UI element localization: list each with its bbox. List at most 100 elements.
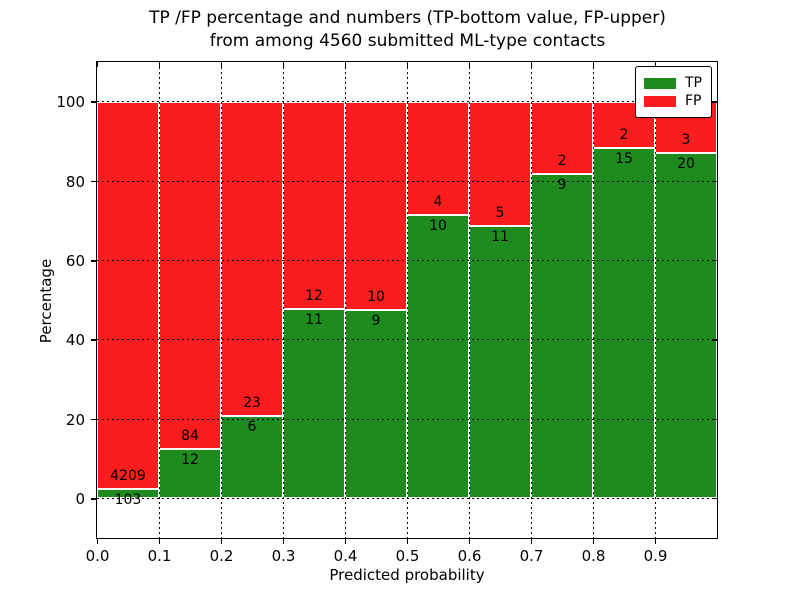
fp-count-label: 84 bbox=[181, 427, 199, 444]
fp-bar-segment bbox=[159, 101, 221, 449]
x-axis-tick bbox=[96, 538, 99, 544]
x-tick-label: 0.3 bbox=[271, 547, 296, 565]
tp-bar-segment bbox=[283, 308, 345, 499]
grid-line-horizontal bbox=[97, 101, 717, 103]
y-tick-label: 40 bbox=[65, 331, 85, 350]
chart-title-line2: from among 4560 submitted ML-type contac… bbox=[209, 31, 606, 51]
legend-swatch-tp bbox=[644, 77, 676, 89]
y-axis-tick bbox=[91, 498, 96, 500]
x-axis-tick bbox=[654, 538, 657, 544]
tp-bar-segment bbox=[593, 148, 655, 499]
grid-line-vertical bbox=[530, 62, 532, 538]
x-tick-label: 0.6 bbox=[457, 547, 482, 565]
chart-title: TP /FP percentage and numbers (TP-bottom… bbox=[96, 7, 719, 53]
x-tick-label: 0.2 bbox=[209, 547, 234, 565]
y-axis-tick bbox=[91, 101, 96, 103]
tp-count-label: 11 bbox=[491, 228, 509, 245]
grid-line-vertical bbox=[654, 62, 656, 538]
fp-bar-segment bbox=[469, 101, 531, 226]
tp-bar-segment bbox=[469, 225, 531, 499]
grid-line-horizontal bbox=[97, 339, 717, 341]
x-tick-label: 0.4 bbox=[333, 547, 358, 565]
tp-count-label: 103 bbox=[114, 491, 142, 508]
fp-bar-segment bbox=[97, 101, 159, 489]
x-axis-tick bbox=[468, 538, 471, 544]
tp-bar-segment bbox=[221, 416, 283, 499]
chart-title-line1: TP /FP percentage and numbers (TP-bottom… bbox=[149, 8, 666, 28]
grid-line-horizontal bbox=[97, 259, 717, 261]
legend-swatch-fp bbox=[644, 95, 676, 107]
x-axis-tick bbox=[282, 538, 285, 544]
tp-bar-segment bbox=[407, 215, 469, 499]
x-axis-tick-top bbox=[96, 62, 98, 67]
y-axis-tick-right bbox=[712, 259, 717, 262]
x-axis-tick-top bbox=[220, 62, 222, 67]
fp-count-label: 4209 bbox=[110, 467, 146, 484]
x-axis-tick bbox=[344, 538, 347, 544]
tp-bar-segment bbox=[531, 173, 593, 499]
x-axis-tick bbox=[158, 538, 161, 544]
x-axis-tick bbox=[592, 538, 595, 544]
grid-line-vertical bbox=[220, 62, 222, 538]
x-axis-tick bbox=[220, 538, 223, 544]
grid-line-vertical bbox=[158, 62, 160, 538]
y-axis-tick bbox=[91, 418, 96, 421]
legend-label: FP bbox=[685, 93, 702, 109]
fp-bar-segment bbox=[407, 101, 469, 215]
x-axis-tick-top bbox=[468, 62, 470, 67]
legend-label: TP bbox=[685, 75, 702, 91]
legend-item: TP bbox=[644, 75, 702, 91]
fp-bar-segment bbox=[345, 101, 407, 311]
y-axis-tick-right bbox=[712, 339, 717, 341]
y-axis-tick bbox=[91, 180, 96, 183]
x-axis-tick-top bbox=[158, 62, 160, 67]
x-tick-label: 0.7 bbox=[519, 547, 544, 565]
y-axis-tick bbox=[91, 339, 96, 341]
x-axis-label: Predicted probability bbox=[329, 566, 485, 584]
y-tick-label: 20 bbox=[65, 410, 85, 429]
fp-count-label: 5 bbox=[495, 204, 505, 221]
x-axis-tick-top bbox=[654, 62, 656, 67]
tp-count-label: 6 bbox=[247, 419, 257, 436]
x-axis-tick bbox=[530, 538, 533, 544]
y-axis-tick-right bbox=[712, 180, 717, 182]
x-tick-label: 0.1 bbox=[147, 547, 172, 565]
grid-line-vertical bbox=[344, 62, 346, 538]
x-tick-label: 0.0 bbox=[85, 547, 110, 565]
y-axis-tick-right bbox=[712, 101, 717, 103]
x-axis-tick-top bbox=[282, 62, 284, 67]
legend: TP FP bbox=[635, 66, 712, 118]
fp-bar-segment bbox=[531, 101, 593, 174]
tp-count-label: 9 bbox=[371, 313, 381, 330]
fp-count-label: 2 bbox=[619, 127, 629, 144]
tp-bar-segment bbox=[655, 153, 717, 499]
grid-line-vertical bbox=[282, 62, 284, 538]
tp-count-label: 9 bbox=[557, 176, 567, 193]
grid-line-horizontal bbox=[97, 418, 717, 420]
x-tick-label: 0.8 bbox=[581, 547, 606, 565]
y-tick-label: 100 bbox=[56, 93, 85, 112]
x-tick-label: 0.5 bbox=[395, 547, 420, 565]
tp-count-label: 15 bbox=[615, 151, 633, 168]
y-axis-tick bbox=[91, 260, 96, 262]
grid-line-vertical bbox=[406, 62, 408, 538]
x-axis-tick bbox=[406, 538, 409, 544]
y-axis-tick-right bbox=[712, 418, 717, 420]
grid-line-horizontal bbox=[97, 180, 717, 182]
grid-line-vertical bbox=[468, 62, 470, 538]
fp-count-label: 4 bbox=[433, 194, 443, 210]
tp-count-label: 20 bbox=[677, 156, 695, 173]
x-axis-tick-top bbox=[344, 62, 346, 67]
plot-area: TP FP 4209 103 84 12 23 6 12 11 10 9 4 10 5 11 2 9 2 15 3 20 bbox=[96, 61, 718, 539]
fp-bar-segment bbox=[283, 101, 345, 309]
fp-count-label: 2 bbox=[557, 152, 567, 169]
fp-count-label: 23 bbox=[243, 395, 261, 412]
grid-line-vertical bbox=[592, 62, 594, 538]
tp-count-label: 11 bbox=[305, 311, 323, 328]
tp-count-label: 10 bbox=[429, 218, 447, 234]
grid-line-horizontal bbox=[97, 497, 717, 499]
fp-count-label: 10 bbox=[367, 289, 385, 306]
x-axis-tick-top bbox=[406, 62, 408, 67]
legend-item: FP bbox=[644, 93, 702, 109]
